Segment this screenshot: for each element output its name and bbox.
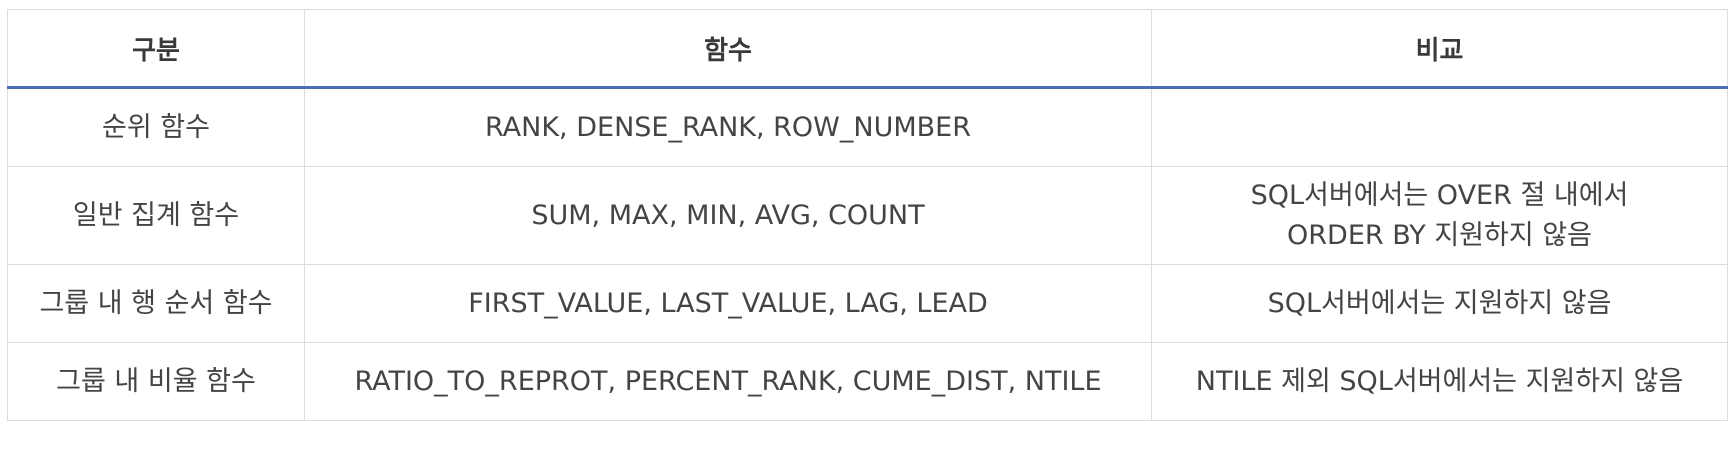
cell-comparison: SQL서버에서는 OVER 절 내에서 ORDER BY 지원하지 않음 [1151,166,1728,265]
cell-comparison: NTILE 제외 SQL서버에서는 지원하지 않음 [1151,342,1728,421]
cell-functions: SUM, MAX, MIN, AVG, COUNT [304,166,1152,265]
cell-comparison: SQL서버에서는 지원하지 않음 [1151,264,1728,343]
comparison-line: NTILE 제외 SQL서버에서는 지원하지 않음 [1195,365,1684,397]
comparison-line: ORDER BY 지원하지 않음 [1287,219,1592,251]
cell-functions: RANK, DENSE_RANK, ROW_NUMBER [304,87,1152,167]
table-container: 구분 함수 비교 순위 함수 RANK, DENSE_RANK, ROW_NUM… [7,9,1728,421]
cell-category: 그룹 내 비율 함수 [7,342,305,421]
cell-category: 그룹 내 행 순서 함수 [7,264,305,343]
table-header-row: 구분 함수 비교 [7,9,1728,89]
table-row: 그룹 내 행 순서 함수 FIRST_VALUE, LAST_VALUE, LA… [7,264,1728,343]
header-comparison: 비교 [1151,9,1728,89]
comparison-line: SQL서버에서는 OVER 절 내에서 [1250,179,1629,211]
table-row: 일반 집계 함수 SUM, MAX, MIN, AVG, COUNT SQL서버… [7,166,1728,265]
cell-functions: RATIO_TO_REPROT, PERCENT_RANK, CUME_DIST… [304,342,1152,421]
comparison-line: SQL서버에서는 지원하지 않음 [1267,287,1612,319]
cell-category: 순위 함수 [7,87,305,167]
window-functions-table: 구분 함수 비교 순위 함수 RANK, DENSE_RANK, ROW_NUM… [7,9,1728,421]
cell-functions: FIRST_VALUE, LAST_VALUE, LAG, LEAD [304,264,1152,343]
header-functions: 함수 [304,9,1152,89]
header-category: 구분 [7,9,305,89]
table-row: 순위 함수 RANK, DENSE_RANK, ROW_NUMBER [7,87,1728,167]
table-row: 그룹 내 비율 함수 RATIO_TO_REPROT, PERCENT_RANK… [7,342,1728,421]
cell-comparison [1151,87,1728,167]
cell-category: 일반 집계 함수 [7,166,305,265]
